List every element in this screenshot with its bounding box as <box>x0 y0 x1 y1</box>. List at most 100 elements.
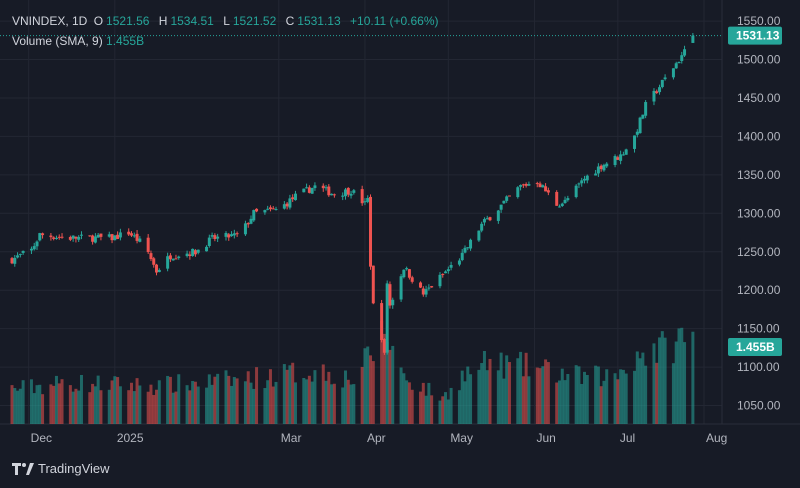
last-volume-badge: 1.455B <box>736 340 775 354</box>
candle-body <box>605 163 609 167</box>
candle-body <box>185 253 189 257</box>
volume-bar <box>227 375 231 424</box>
candle-body <box>305 187 309 189</box>
volume-bar <box>285 369 289 424</box>
volume-bar <box>544 359 548 424</box>
candle-body <box>13 257 17 264</box>
volume-bar <box>213 376 217 424</box>
volume-bar <box>663 337 667 424</box>
volume-bar <box>249 382 253 424</box>
candle-body <box>655 91 659 93</box>
volume-bar <box>382 333 386 424</box>
volume-bar <box>77 390 81 424</box>
volume-indicator-value: 1.455B <box>106 34 145 48</box>
volume-bar <box>252 388 256 424</box>
volume-bar <box>293 382 297 424</box>
candle-body <box>585 175 589 181</box>
volume-bar <box>352 384 356 424</box>
candle-body <box>441 273 445 275</box>
candle-body <box>427 287 431 289</box>
tradingview-brand[interactable]: TradingView <box>12 461 110 476</box>
candle-body <box>663 77 667 80</box>
candle-body <box>674 63 678 69</box>
volume-bar <box>502 378 506 424</box>
volume-bar <box>541 366 545 424</box>
candle-body <box>524 183 528 186</box>
candle-body <box>138 238 142 242</box>
candle-body <box>346 187 350 195</box>
candle-body <box>560 203 564 206</box>
volume-bar <box>93 386 97 424</box>
volume-bar <box>527 376 531 424</box>
candle-body <box>691 35 695 43</box>
volume-bar <box>480 363 484 424</box>
volume-bar <box>110 380 114 424</box>
open-value: 1521.56 <box>106 14 150 28</box>
volume-bar <box>96 375 100 424</box>
candle-body <box>271 208 275 210</box>
candle-body <box>641 114 645 119</box>
volume-indicator-label[interactable]: Volume (SMA, 9) <box>12 34 103 48</box>
candle-body <box>130 233 134 236</box>
volume-bar <box>132 391 136 424</box>
y-tick-label: 1350.00 <box>737 168 781 182</box>
volume-bar <box>263 388 267 424</box>
y-tick-label: 1050.00 <box>737 399 781 413</box>
volume-bar <box>633 370 637 424</box>
candle-body <box>652 90 656 102</box>
volume-bar <box>538 368 542 424</box>
volume-bar <box>407 382 411 424</box>
volume-bar <box>130 382 134 424</box>
candle-body <box>399 276 403 300</box>
volume-bar <box>410 389 414 424</box>
candle-body <box>171 258 175 261</box>
volume-bar <box>113 376 117 424</box>
volume-bar <box>291 362 295 424</box>
x-tick-label: Jun <box>536 431 555 445</box>
symbol-label[interactable]: VNINDEX, 1D <box>12 14 88 28</box>
volume-bar <box>505 355 509 424</box>
volume-bar <box>313 370 317 424</box>
volume-bar <box>671 363 675 424</box>
volume-bar <box>402 373 406 424</box>
volume-bar <box>116 377 120 424</box>
candle-body <box>49 235 53 238</box>
volume-bar <box>88 392 92 424</box>
candle-body <box>77 236 81 240</box>
candle-body <box>577 183 581 185</box>
candle-body <box>385 283 389 353</box>
candle-body <box>249 218 253 224</box>
volume-bars <box>10 320 695 424</box>
volume-bar <box>460 370 464 424</box>
volume-bar <box>560 368 564 424</box>
x-tick-label: May <box>450 431 473 445</box>
volume-bar <box>441 396 445 424</box>
time-axis[interactable]: Dec 2025 Mar Apr May Jun Jul Aug <box>31 431 728 445</box>
candle-body <box>224 233 228 237</box>
candle-body <box>502 200 506 204</box>
low-label: L <box>223 14 230 28</box>
candle-body <box>18 253 22 255</box>
candle-body <box>132 235 136 237</box>
candle-body <box>135 233 139 241</box>
volume-bar <box>171 392 175 424</box>
candle-body <box>113 235 117 241</box>
volume-bar <box>421 382 425 424</box>
change-value: +10.11 (+0.66%) <box>350 14 439 28</box>
candle-body <box>391 299 395 306</box>
chart-grid <box>0 0 800 425</box>
candle-body <box>602 164 606 171</box>
candle-body <box>519 185 523 187</box>
volume-legend: Volume (SMA, 9) 1.455B <box>12 34 144 48</box>
candle-body <box>485 218 489 220</box>
volume-bar <box>658 337 662 424</box>
candle-body <box>563 199 567 204</box>
candle-body <box>193 250 197 255</box>
volume-bar <box>635 351 639 424</box>
price-axis[interactable]: 1050.00 1100.00 1150.00 1200.00 1250.00 1300.… <box>737 14 781 412</box>
volume-bar <box>519 351 523 424</box>
volume-bar <box>118 386 122 424</box>
volume-bar <box>644 365 648 424</box>
volume-bar <box>127 390 131 424</box>
